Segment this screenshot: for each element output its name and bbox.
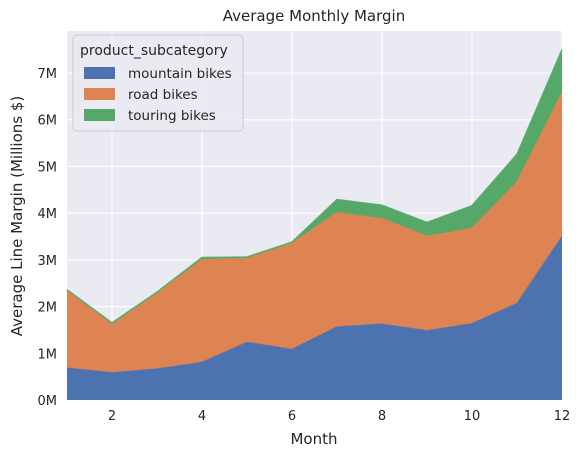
y-tick-label: 7M: [38, 67, 58, 82]
edge-road-bikes: [66, 92, 563, 325]
x-tick-label: 2: [108, 409, 116, 424]
series-edges: [66, 49, 563, 374]
x-axis-title: Month: [290, 430, 337, 448]
y-tick-label: 4M: [38, 207, 58, 222]
legend-label: touring bikes: [128, 108, 216, 124]
area-series: [67, 49, 562, 400]
legend: product_subcategory mountain bikes road b…: [72, 34, 244, 132]
legend-swatch: [84, 109, 115, 121]
x-tick-label: 8: [378, 409, 386, 424]
legend-label: road bikes: [128, 87, 198, 103]
edge-mountain-bikes: [66, 236, 563, 374]
y-tick-label: 5M: [38, 160, 58, 175]
y-axis-ticks: 0M 1M 2M 3M 4M 5M 6M 7M: [38, 67, 58, 409]
legend-title: product_subcategory: [80, 43, 228, 59]
legend-swatch: [84, 88, 115, 100]
area-road-bikes: [67, 93, 562, 373]
y-tick-label: 0M: [38, 394, 58, 409]
legend-swatch: [84, 67, 115, 79]
x-tick-label: 6: [288, 409, 296, 424]
x-tick-label: 10: [464, 409, 481, 424]
legend-items: mountain bikes road bikes touring bikes: [84, 66, 232, 124]
y-axis-title: Average Line Margin (Millions $): [8, 96, 26, 337]
edge-touring-bikes: [66, 49, 563, 324]
y-tick-label: 2M: [38, 301, 58, 316]
legend-label: mountain bikes: [128, 66, 232, 82]
x-tick-label: 12: [554, 409, 571, 424]
x-axis-ticks: 2 4 6 8 10 12: [108, 409, 570, 424]
x-tick-label: 4: [198, 409, 206, 424]
legend-box: [72, 34, 244, 132]
y-tick-label: 1M: [38, 347, 58, 362]
area-mountain-bikes: [67, 236, 562, 400]
chart-title: Average Monthly Margin: [223, 7, 405, 25]
y-tick-label: 6M: [38, 114, 58, 129]
y-tick-label: 3M: [38, 254, 58, 269]
